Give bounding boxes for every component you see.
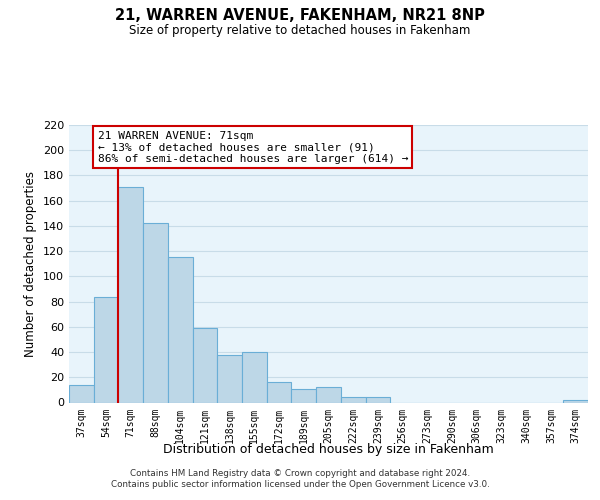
Text: 21, WARREN AVENUE, FAKENHAM, NR21 8NP: 21, WARREN AVENUE, FAKENHAM, NR21 8NP bbox=[115, 8, 485, 22]
Bar bbox=[217, 354, 242, 403]
Y-axis label: Number of detached properties: Number of detached properties bbox=[25, 171, 37, 357]
Bar bbox=[168, 258, 193, 402]
Bar bbox=[316, 388, 341, 402]
Bar bbox=[341, 398, 365, 402]
Text: Contains public sector information licensed under the Open Government Licence v3: Contains public sector information licen… bbox=[110, 480, 490, 489]
Bar bbox=[267, 382, 292, 402]
Bar bbox=[94, 296, 118, 403]
Bar bbox=[69, 385, 94, 402]
Bar bbox=[563, 400, 588, 402]
Bar bbox=[193, 328, 217, 402]
Bar bbox=[118, 187, 143, 402]
Text: Distribution of detached houses by size in Fakenham: Distribution of detached houses by size … bbox=[163, 442, 494, 456]
Bar bbox=[292, 388, 316, 402]
Text: Contains HM Land Registry data © Crown copyright and database right 2024.: Contains HM Land Registry data © Crown c… bbox=[130, 469, 470, 478]
Bar bbox=[242, 352, 267, 403]
Text: 21 WARREN AVENUE: 71sqm
← 13% of detached houses are smaller (91)
86% of semi-de: 21 WARREN AVENUE: 71sqm ← 13% of detache… bbox=[98, 130, 408, 164]
Bar bbox=[365, 398, 390, 402]
Text: Size of property relative to detached houses in Fakenham: Size of property relative to detached ho… bbox=[130, 24, 470, 37]
Bar bbox=[143, 224, 168, 402]
